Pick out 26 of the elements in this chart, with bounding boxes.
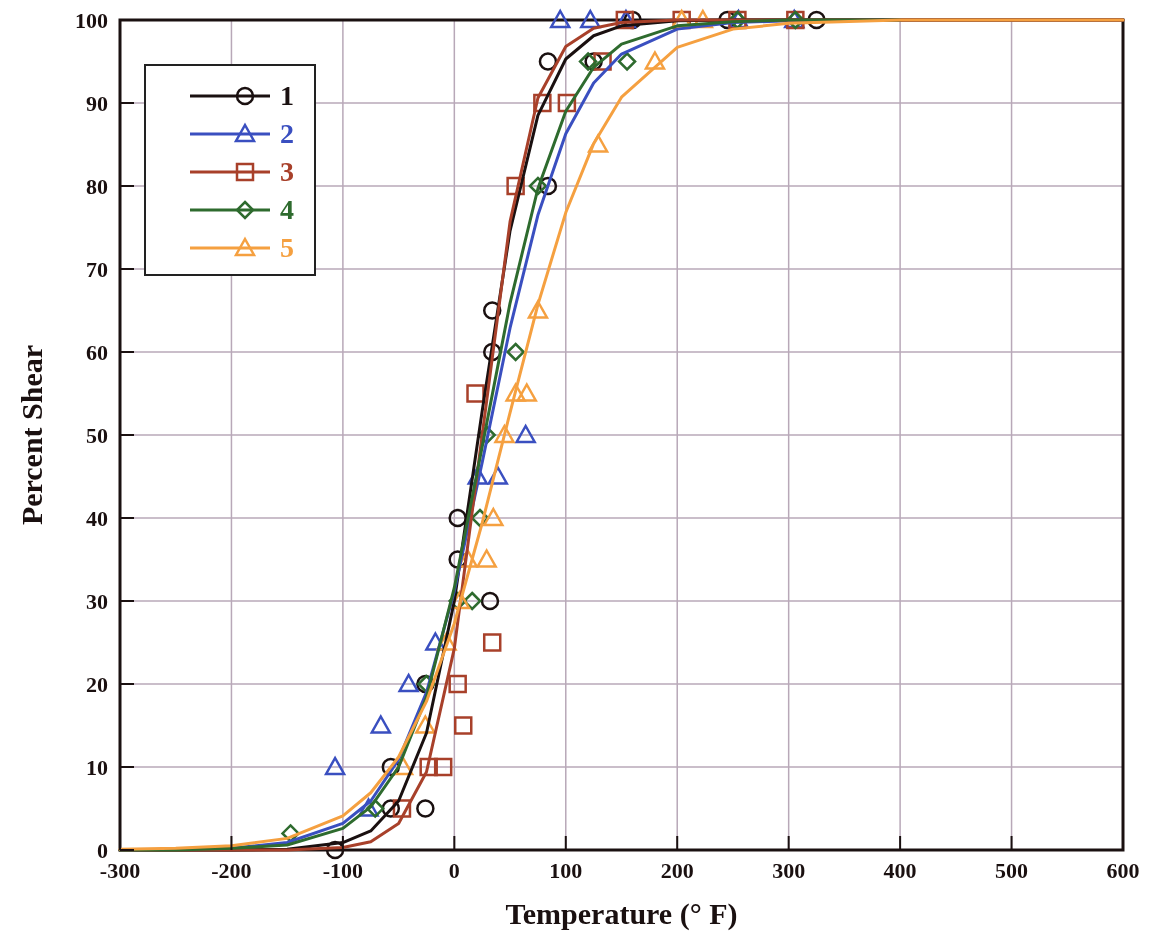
legend-label: 2 [280,118,294,149]
legend-label: 3 [280,156,294,187]
x-tick-label: 500 [995,858,1029,883]
legend-label: 4 [280,194,294,225]
x-tick-label: 600 [1106,858,1140,883]
x-tick-label: 200 [660,858,694,883]
y-tick-label: 80 [86,174,108,199]
y-tick-label: 90 [86,91,108,116]
y-tick-label: 40 [86,506,108,531]
x-tick-label: -100 [322,858,364,883]
y-axis-title: Percent Shear [15,344,48,526]
x-tick-label: 100 [549,858,583,883]
x-axis-title: Temperature (° F) [505,897,738,931]
x-tick-label: 400 [883,858,917,883]
legend-label: 1 [280,80,294,111]
y-tick-label: 60 [86,340,108,365]
x-tick-label: -200 [211,858,252,883]
y-tick-label: 30 [86,589,108,614]
y-tick-label: 70 [86,257,108,282]
x-tick-label: 0 [448,858,460,883]
y-tick-label: 50 [86,423,108,448]
x-tick-label: 300 [772,858,806,883]
y-tick-label: 20 [86,672,108,697]
y-tick-label: 100 [75,8,108,33]
legend-label: 5 [280,232,294,263]
y-tick-label: 10 [86,755,108,780]
